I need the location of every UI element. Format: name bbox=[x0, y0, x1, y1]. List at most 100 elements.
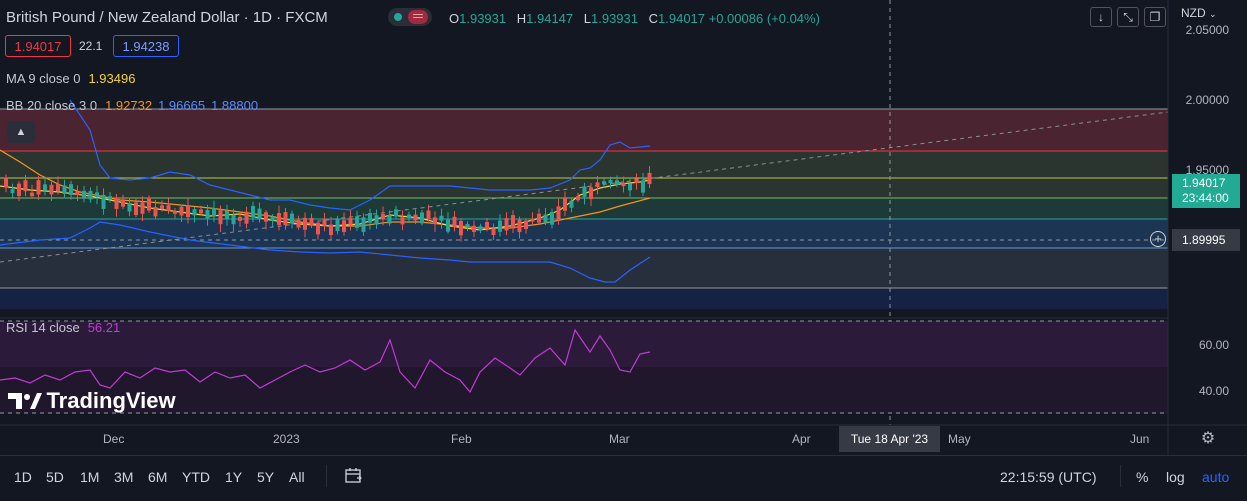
open-value: 1.93931 bbox=[459, 11, 507, 26]
bb-upper: 1.96665 bbox=[158, 98, 206, 113]
high-value: 1.94147 bbox=[526, 11, 574, 26]
candle-body bbox=[368, 212, 372, 223]
market-status-toggle[interactable] bbox=[388, 8, 432, 26]
candle-body bbox=[17, 183, 21, 197]
candle-body bbox=[290, 213, 294, 224]
candle-body bbox=[296, 219, 301, 228]
auto-scale-toggle[interactable]: auto bbox=[1202, 469, 1230, 485]
candle-body bbox=[251, 205, 255, 218]
candle-body bbox=[303, 217, 307, 230]
candle-body bbox=[335, 218, 340, 232]
crosshair-price-tag: 1.89995 bbox=[1172, 229, 1240, 251]
gear-icon[interactable]: ⚙ bbox=[1200, 430, 1216, 447]
candle-body bbox=[160, 205, 164, 209]
candle-body bbox=[628, 183, 632, 191]
zone-navy bbox=[0, 288, 1168, 309]
candle-body bbox=[589, 187, 593, 200]
restore-button[interactable]: ❐ bbox=[1144, 7, 1166, 27]
range-3m-button[interactable]: 3M bbox=[114, 469, 134, 485]
candle-body bbox=[36, 180, 41, 195]
calendar-range-icon[interactable] bbox=[345, 467, 363, 484]
candle-body bbox=[108, 196, 112, 200]
log-scale-toggle[interactable]: log bbox=[1166, 469, 1185, 485]
candle-body bbox=[199, 209, 203, 214]
range-all-button[interactable]: All bbox=[289, 469, 305, 485]
ma-value: 1.93496 bbox=[88, 71, 136, 86]
move-down-button[interactable]: ↓ bbox=[1090, 7, 1112, 27]
candle-body bbox=[563, 198, 567, 211]
candle-body bbox=[127, 202, 132, 212]
candle-body bbox=[147, 197, 151, 211]
candle-body bbox=[446, 219, 450, 232]
rsi-axis-label: 40.00 bbox=[1198, 384, 1229, 398]
zone-red bbox=[0, 109, 1168, 151]
collapse-legend-button[interactable]: ▲ bbox=[7, 121, 35, 143]
tradingview-logo-icon bbox=[8, 393, 42, 409]
range-5y-button[interactable]: 5Y bbox=[257, 469, 275, 485]
candle-body bbox=[121, 199, 125, 207]
crosshair-date-tag: Tue 18 Apr '23 bbox=[839, 426, 940, 452]
range-1m-button[interactable]: 1M bbox=[80, 469, 100, 485]
rsi-legend[interactable]: RSI 14 close 56.21 bbox=[6, 320, 120, 335]
zone-blue-1 bbox=[0, 220, 1168, 248]
candle-body bbox=[465, 223, 470, 228]
candle-body bbox=[134, 202, 138, 216]
candle-body bbox=[524, 220, 528, 230]
candle-body bbox=[225, 210, 229, 219]
fullscreen-button[interactable]: ⤡ bbox=[1117, 7, 1139, 27]
plus-circle-icon[interactable]: + bbox=[1150, 231, 1166, 247]
bottom-toolbar bbox=[0, 455, 1247, 501]
candle-body bbox=[374, 215, 379, 225]
currency-label: NZD bbox=[1181, 6, 1206, 20]
range-5d-button[interactable]: 5D bbox=[46, 469, 64, 485]
candle-body bbox=[413, 214, 418, 221]
symbol-title[interactable]: British Pound / New Zealand Dollar · 1D … bbox=[6, 9, 328, 26]
range-6m-button[interactable]: 6M bbox=[148, 469, 168, 485]
candle-body bbox=[433, 217, 437, 225]
candle-body bbox=[472, 225, 476, 232]
bar-countdown: 23:44:00 bbox=[1182, 191, 1229, 205]
candle-body bbox=[69, 184, 73, 195]
range-1y-button[interactable]: 1Y bbox=[225, 469, 243, 485]
candle-body bbox=[361, 217, 366, 232]
ma-legend[interactable]: MA 9 close 0 1.93496 bbox=[6, 71, 135, 86]
sell-button[interactable]: 1.94017 bbox=[5, 35, 71, 57]
candle-body bbox=[82, 190, 86, 198]
candle-body bbox=[231, 214, 236, 225]
candle-body bbox=[420, 212, 424, 224]
candle-body bbox=[381, 214, 385, 219]
candle-body bbox=[543, 214, 548, 223]
range-ytd-button[interactable]: YTD bbox=[182, 469, 210, 485]
range-1d-button[interactable]: 1D bbox=[14, 469, 32, 485]
utc-clock[interactable]: 22:15:59 (UTC) bbox=[1000, 469, 1097, 485]
candle-body bbox=[608, 179, 613, 184]
candle-body bbox=[491, 228, 496, 236]
rsi-line bbox=[0, 328, 651, 394]
candle-body bbox=[218, 210, 223, 225]
price-axis-label: 2.00000 bbox=[1185, 93, 1229, 107]
candle-body bbox=[615, 180, 619, 185]
currency-selector[interactable]: NZD ⌄ bbox=[1181, 6, 1217, 20]
rsi-axis-label: 60.00 bbox=[1198, 338, 1229, 352]
candle-body bbox=[459, 220, 463, 236]
candle-body bbox=[452, 216, 457, 228]
candle-body bbox=[316, 222, 320, 235]
zone-green-1 bbox=[0, 151, 1168, 179]
time-axis-label: Mar bbox=[609, 432, 630, 446]
candle-body bbox=[582, 186, 587, 197]
candle-body bbox=[550, 212, 554, 225]
calendar-svg bbox=[345, 468, 362, 483]
bb-legend[interactable]: BB 20 close 3 0 1.92732 1.96665 1.88800 bbox=[6, 98, 258, 113]
percent-scale-toggle[interactable]: % bbox=[1136, 469, 1149, 485]
candle-body bbox=[511, 215, 515, 229]
close-key: C bbox=[648, 11, 659, 26]
candle-body bbox=[504, 218, 509, 231]
chevron-down-icon: ↓ bbox=[1098, 10, 1104, 24]
candle-body bbox=[322, 219, 327, 227]
candle-body bbox=[277, 213, 281, 225]
tradingview-logo[interactable]: TradingView bbox=[8, 388, 176, 414]
candle-body bbox=[56, 183, 60, 192]
buy-button[interactable]: 1.94238 bbox=[113, 35, 179, 57]
